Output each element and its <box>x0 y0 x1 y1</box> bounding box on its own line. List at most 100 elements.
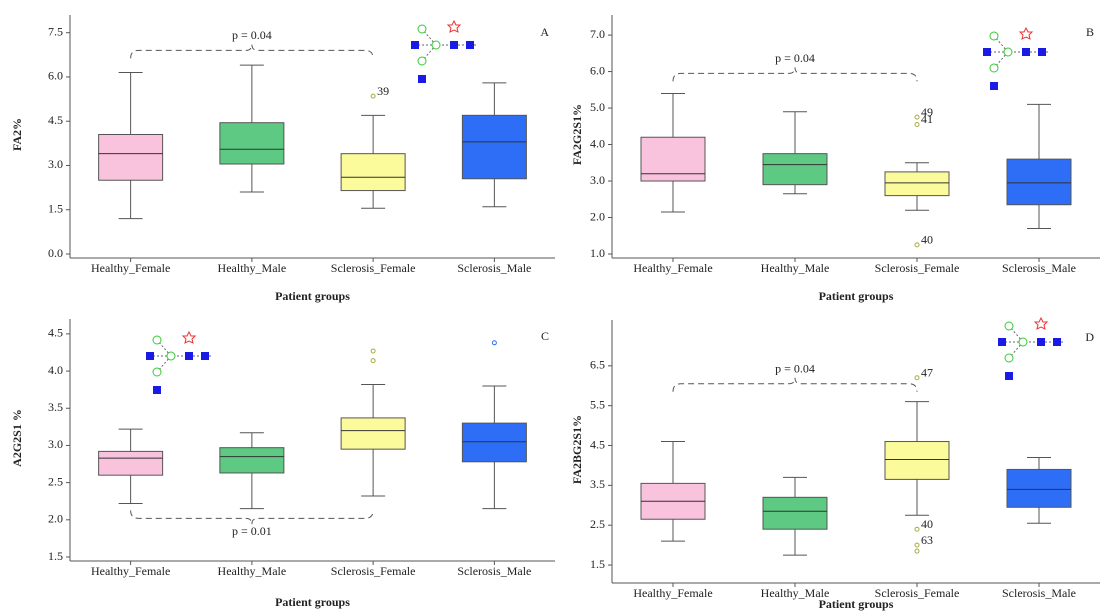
box <box>340 417 406 450</box>
box <box>219 447 285 474</box>
box <box>884 441 950 480</box>
outlier <box>370 358 376 364</box>
x-tick-label: Sclerosis_Female <box>875 261 960 275</box>
y-axis-title: A2G2S1 % <box>10 409 24 467</box>
x-tick-label: Healthy_Male <box>761 586 830 600</box>
x-axis-title: Patient groups <box>819 289 894 303</box>
outlier <box>914 121 920 127</box>
outlier-label: 63 <box>921 533 933 547</box>
box <box>762 153 828 186</box>
y-axis-title: FA2G2S1% <box>570 104 584 165</box>
x-tick-label: Healthy_Male <box>218 564 287 578</box>
x-tick-label: Healthy_Male <box>218 261 287 275</box>
y-tick-label: 1.5 <box>590 557 605 571</box>
box <box>1006 158 1072 206</box>
y-tick-label: 4.5 <box>590 437 605 451</box>
glycan-icon <box>410 20 479 84</box>
outlier <box>914 526 920 532</box>
y-tick-label: 4.0 <box>48 363 63 377</box>
box <box>98 134 164 181</box>
significance-bracket <box>130 510 374 525</box>
y-tick-label: 3.5 <box>590 477 605 491</box>
y-tick-label: 1.0 <box>590 246 605 260</box>
y-tick-label: 4.0 <box>590 136 605 150</box>
p-value: p = 0.04 <box>232 28 272 42</box>
panel-letter: B <box>1086 25 1094 39</box>
y-tick-label: 6.5 <box>590 358 605 372</box>
x-tick-label: Sclerosis_Female <box>331 261 416 275</box>
x-tick-label: Healthy_Female <box>91 261 170 275</box>
box <box>98 450 164 476</box>
glycan-icon <box>145 331 214 395</box>
box <box>340 153 406 192</box>
box <box>219 122 285 165</box>
p-value: p = 0.04 <box>775 362 815 376</box>
p-value: p = 0.01 <box>232 524 272 538</box>
panel-letter: D <box>1085 330 1094 344</box>
outlier-label: 40 <box>921 233 933 247</box>
y-tick-label: 6.0 <box>590 63 605 77</box>
y-tick-label: 7.0 <box>590 27 605 41</box>
y-tick-label: 2.0 <box>590 209 605 223</box>
y-axis-title: FA2% <box>10 118 24 151</box>
outlier <box>914 114 920 120</box>
outlier-label: 47 <box>921 366 933 380</box>
y-tick-label: 1.5 <box>48 549 63 563</box>
glycan-icon <box>982 27 1051 91</box>
box <box>1006 468 1072 508</box>
y-tick-label: 4.5 <box>48 326 63 340</box>
x-tick-label: Healthy_Female <box>633 261 712 275</box>
p-value: p = 0.04 <box>775 51 815 65</box>
x-tick-label: Sclerosis_Male <box>457 261 531 275</box>
panel-letter: C <box>541 329 549 343</box>
outlier-label: 40 <box>921 517 933 531</box>
x-tick-label: Sclerosis_Male <box>1002 586 1076 600</box>
y-tick-label: 3.5 <box>48 400 63 414</box>
outlier-label: 41 <box>921 112 933 126</box>
significance-bracket <box>672 377 918 392</box>
outlier-label: 49 <box>921 105 933 119</box>
box <box>640 136 706 182</box>
y-tick-label: 3.0 <box>48 437 63 451</box>
x-tick-label: Healthy_Male <box>761 261 830 275</box>
y-tick-label: 5.0 <box>590 100 605 114</box>
box <box>762 496 828 530</box>
y-tick-label: 5.5 <box>590 397 605 411</box>
x-axis-title: Patient groups <box>275 289 350 303</box>
box <box>461 422 527 463</box>
y-tick-label: 1.5 <box>48 201 63 215</box>
glycan-icon <box>997 317 1066 381</box>
x-tick-label: Sclerosis_Female <box>331 564 416 578</box>
y-tick-label: 6.0 <box>48 69 63 83</box>
y-tick-label: 7.5 <box>48 24 63 38</box>
y-tick-label: 0.0 <box>48 246 63 260</box>
y-tick-label: 2.0 <box>48 512 63 526</box>
panel-letter: A <box>540 25 549 39</box>
y-axis-title: FA2BG2S1% <box>570 415 584 484</box>
x-tick-label: Sclerosis_Female <box>875 586 960 600</box>
y-tick-label: 2.5 <box>590 517 605 531</box>
x-axis-title: Patient groups <box>275 595 350 609</box>
y-tick-label: 2.5 <box>48 474 63 488</box>
outlier <box>370 348 376 354</box>
outlier <box>491 340 497 346</box>
y-tick-label: 4.5 <box>48 113 63 127</box>
x-tick-label: Sclerosis_Male <box>457 564 531 578</box>
box <box>884 171 950 197</box>
outlier <box>914 548 920 554</box>
outlier <box>914 542 920 548</box>
outlier <box>370 93 376 99</box>
x-axis-title: Patient groups <box>819 597 894 611</box>
x-tick-label: Healthy_Female <box>91 564 170 578</box>
significance-bracket <box>130 44 374 59</box>
x-tick-label: Sclerosis_Male <box>1002 261 1076 275</box>
outlier <box>914 375 920 381</box>
box <box>461 114 527 180</box>
outlier <box>914 242 920 248</box>
y-tick-label: 3.0 <box>48 157 63 171</box>
y-tick-label: 3.0 <box>590 173 605 187</box>
x-tick-label: Healthy_Female <box>633 586 712 600</box>
outlier-label: 39 <box>377 84 389 98</box>
